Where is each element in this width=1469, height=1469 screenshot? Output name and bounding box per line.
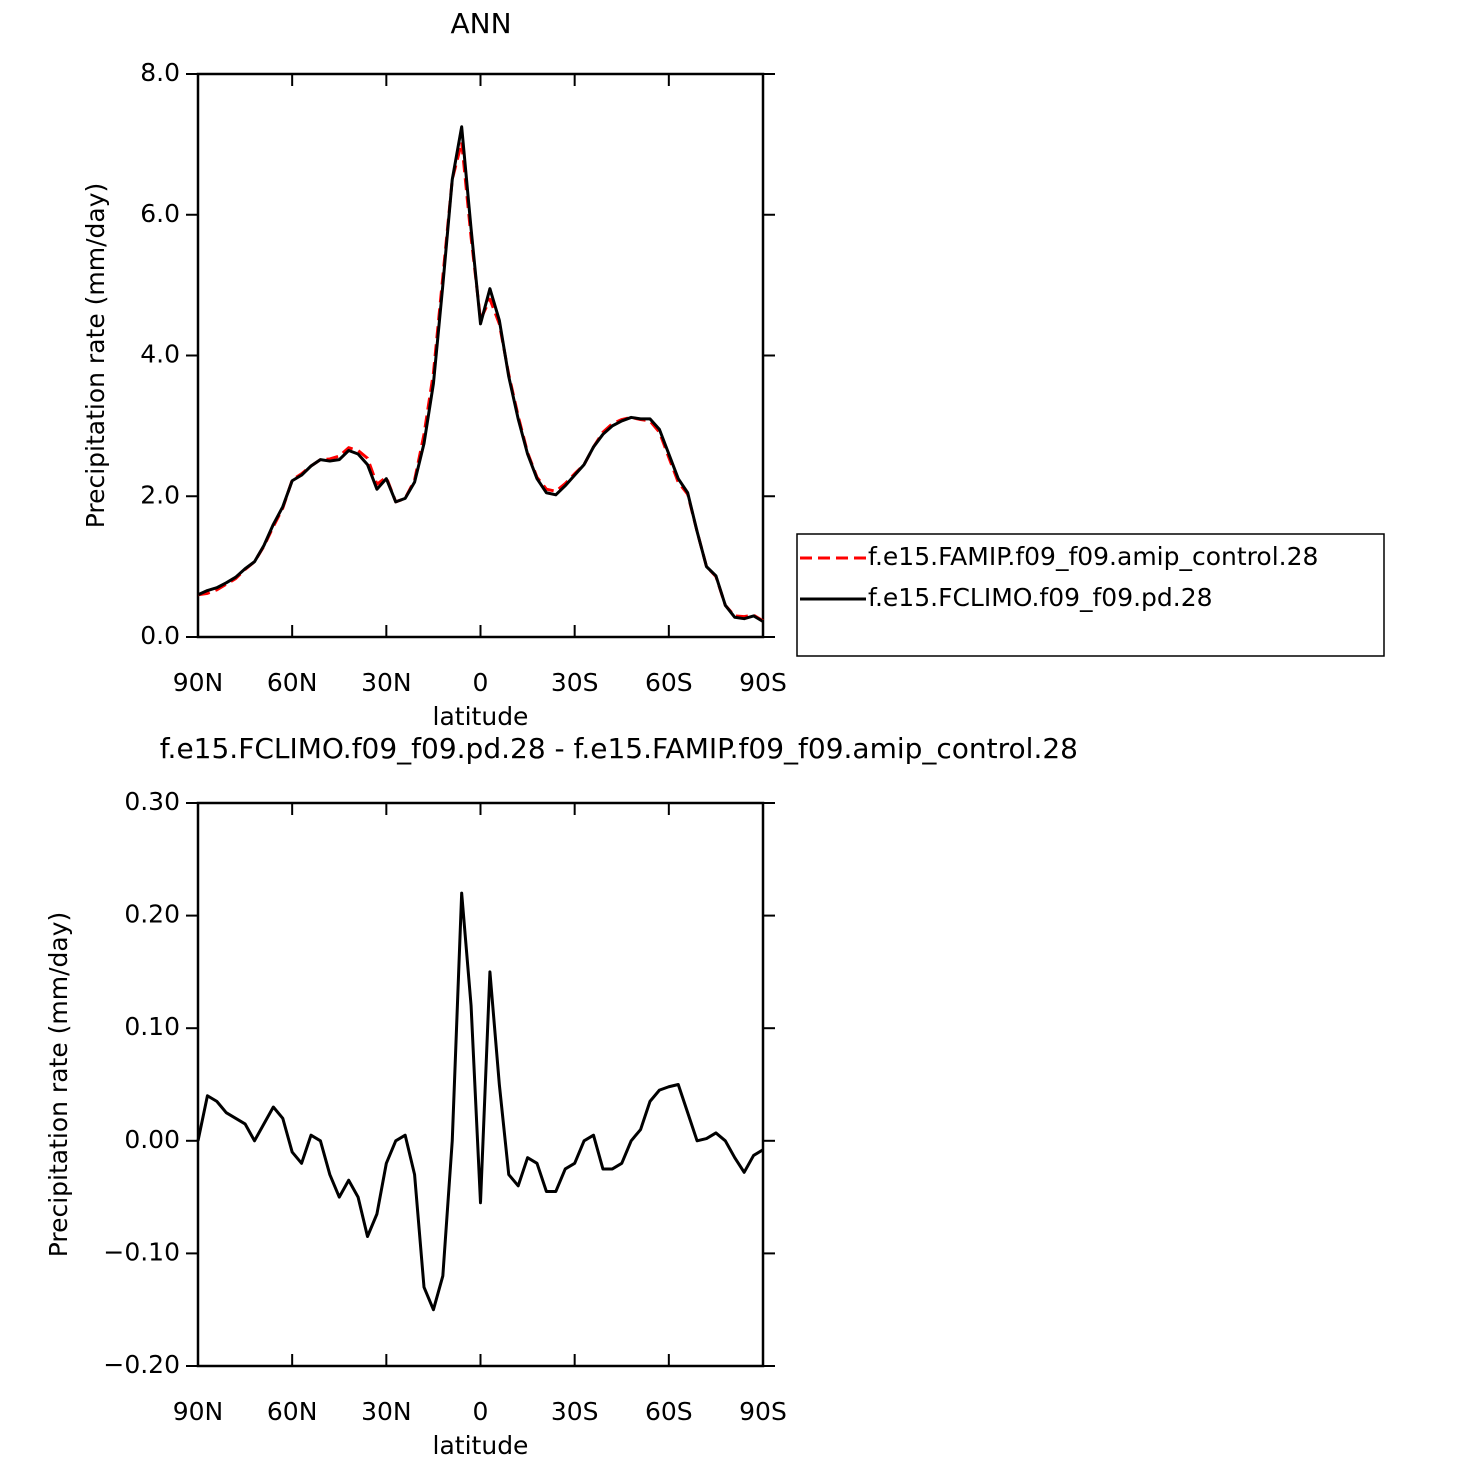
y-tick-label: −0.20 (103, 1350, 180, 1379)
y-tick-label: 0.00 (124, 1125, 180, 1154)
chart-title: ANN (450, 7, 511, 40)
x-tick-label: 90S (739, 668, 787, 697)
x-tick-label: 0 (473, 1397, 489, 1426)
y-tick-label: 0.10 (124, 1012, 180, 1041)
x-tick-label: 0 (473, 668, 489, 697)
x-axis-label: latitude (433, 702, 529, 731)
x-tick-label: 60S (645, 1397, 693, 1426)
x-tick-label: 30N (361, 668, 412, 697)
y-axis-label: Precipitation rate (mm/day) (81, 183, 110, 529)
x-tick-label: 90N (173, 1397, 224, 1426)
series-line (196, 891, 764, 1312)
x-tick-label: 60N (267, 668, 318, 697)
legend-box (796, 533, 1385, 657)
y-tick-label: 6.0 (140, 199, 180, 228)
x-tick-label: 30N (361, 1397, 412, 1426)
x-tick-label: 60S (645, 668, 693, 697)
x-tick-label: 90S (739, 1397, 787, 1426)
x-tick-label: 60N (267, 1397, 318, 1426)
x-tick-label: 30S (551, 1397, 599, 1426)
series-line (197, 125, 764, 623)
legend-label: f.e15.FAMIP.f09_f09.amip_control.28 (868, 542, 1318, 571)
y-tick-label: −0.10 (103, 1237, 180, 1266)
y-tick-label: 0.0 (140, 621, 180, 650)
chart-title: f.e15.FCLIMO.f09_f09.pd.28 - f.e15.FAMIP… (160, 732, 1078, 765)
x-axis-label: latitude (433, 1431, 529, 1460)
plot-frame (196, 72, 765, 639)
y-tick-label: 0.30 (124, 787, 180, 816)
x-tick-label: 90N (173, 668, 224, 697)
y-tick-label: 2.0 (140, 480, 180, 509)
y-axis-label: Precipitation rate (mm/day) (44, 912, 73, 1258)
plot-frame (196, 801, 765, 1368)
x-tick-label: 30S (551, 668, 599, 697)
legend-label: f.e15.FCLIMO.f09_f09.pd.28 (868, 583, 1213, 612)
y-tick-label: 8.0 (140, 58, 180, 87)
y-tick-label: 4.0 (140, 340, 180, 369)
y-tick-label: 0.20 (124, 900, 180, 929)
series-line (197, 140, 764, 623)
